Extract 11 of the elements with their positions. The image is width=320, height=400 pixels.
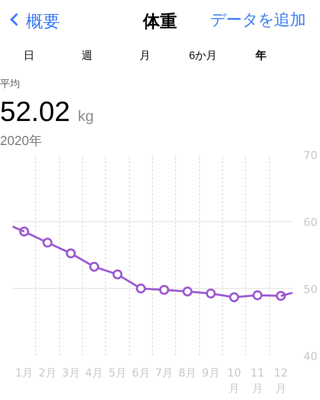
text: 平均 xyxy=(0,78,21,92)
chart-subtitle: 2020年 xyxy=(0,132,43,150)
text: 年 xyxy=(233,45,289,67)
text: データを追加 xyxy=(210,10,306,31)
text: 日 xyxy=(22,49,36,64)
chart-title: 体重 xyxy=(143,12,177,31)
text: 6か月 xyxy=(188,49,218,64)
text: 月 xyxy=(138,49,152,64)
text: 52.02 kg xyxy=(0,95,94,130)
text: 概要 xyxy=(26,11,60,33)
text: 週 xyxy=(80,49,94,64)
